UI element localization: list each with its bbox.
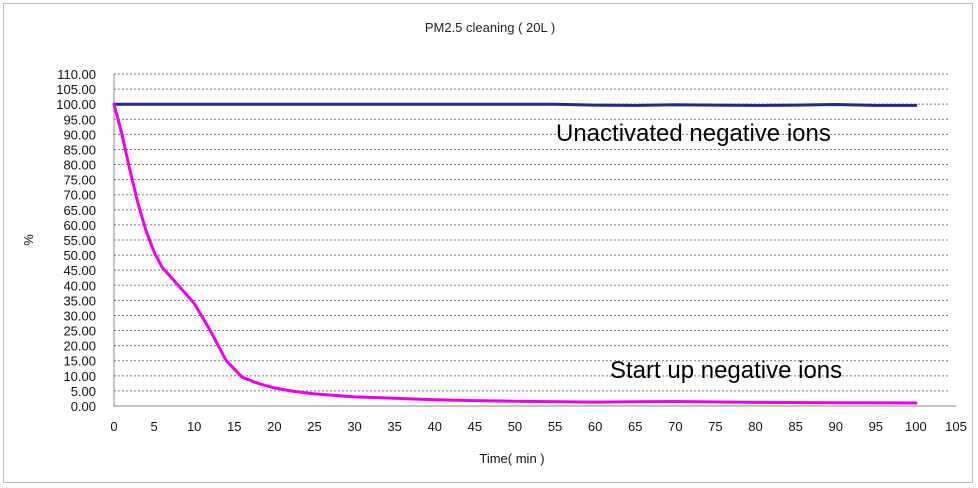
y-tick-label: 25.00 [63,324,96,339]
x-tick-label: 25 [307,419,321,434]
x-tick-label: 85 [788,419,802,434]
y-tick-label: 105.00 [56,82,96,97]
y-axis-label: % [21,234,36,246]
x-axis-label: Time( min ) [479,451,544,466]
series-line-start-up [112,102,918,405]
series-lines [112,102,918,405]
x-tick-label: 70 [668,419,682,434]
x-tick-label: 5 [150,419,157,434]
y-tick-label: 10.00 [63,369,96,384]
y-tick-label: 20.00 [63,339,96,354]
x-tick-label: 100 [905,419,927,434]
annotation-start-up: Start up negative ions [610,357,842,384]
y-tick-label: 100.00 [56,97,96,112]
x-tick-label: 15 [227,419,241,434]
y-tick-label: 40.00 [63,278,96,293]
y-tick-label: 85.00 [63,142,96,157]
x-tick-label: 75 [708,419,722,434]
y-tick-label: 110.00 [57,67,96,82]
y-tick-label: 30.00 [63,308,96,323]
y-tick-label: 95.00 [63,112,96,127]
x-tick-label: 30 [347,419,361,434]
x-tick-label: 40 [428,419,442,434]
annotation-unactivated: Unactivated negative ions [556,120,831,147]
x-tick-label: 95 [869,419,883,434]
y-tick-labels: 0.005.0010.0015.0020.0025.0030.0035.0040… [56,67,96,414]
y-tick-label: 55.00 [63,233,96,248]
x-tick-label: 60 [588,419,602,434]
x-tick-label: 105 [945,419,967,434]
y-tick-label: 15.00 [63,354,96,369]
x-tick-label: 80 [748,419,762,434]
x-tick-label: 45 [468,419,482,434]
x-tick-label: 35 [387,419,401,434]
x-tick-label: 10 [187,419,201,434]
x-tick-label: 50 [508,419,522,434]
y-tick-label: 50.00 [63,248,96,263]
chart-title: PM2.5 cleaning ( 20L ) [425,20,555,35]
x-tick-label: 20 [267,419,281,434]
y-tick-label: 80.00 [63,158,96,173]
y-tick-label: 45.00 [63,263,96,278]
x-tick-label: 55 [548,419,562,434]
y-tick-label: 5.00 [71,384,96,399]
axes [113,74,956,407]
y-tick-label: 70.00 [63,188,96,203]
series-line-unactivated [112,102,918,107]
x-tick-label: 65 [628,419,642,434]
y-tick-label: 90.00 [63,127,96,142]
x-tick-label: 0 [110,419,117,434]
y-tick-label: 35.00 [63,293,96,308]
y-tick-label: 60.00 [63,218,96,233]
y-tick-label: 65.00 [63,203,96,218]
x-tick-label: 90 [828,419,842,434]
y-tick-label: 75.00 [63,173,96,188]
y-tick-label: 0.00 [71,399,96,414]
x-tick-labels: 0 5 10 15 20 25 30 35 40 45 50 55 60 65 70 75 80 85 90 95 10… [110,419,966,434]
